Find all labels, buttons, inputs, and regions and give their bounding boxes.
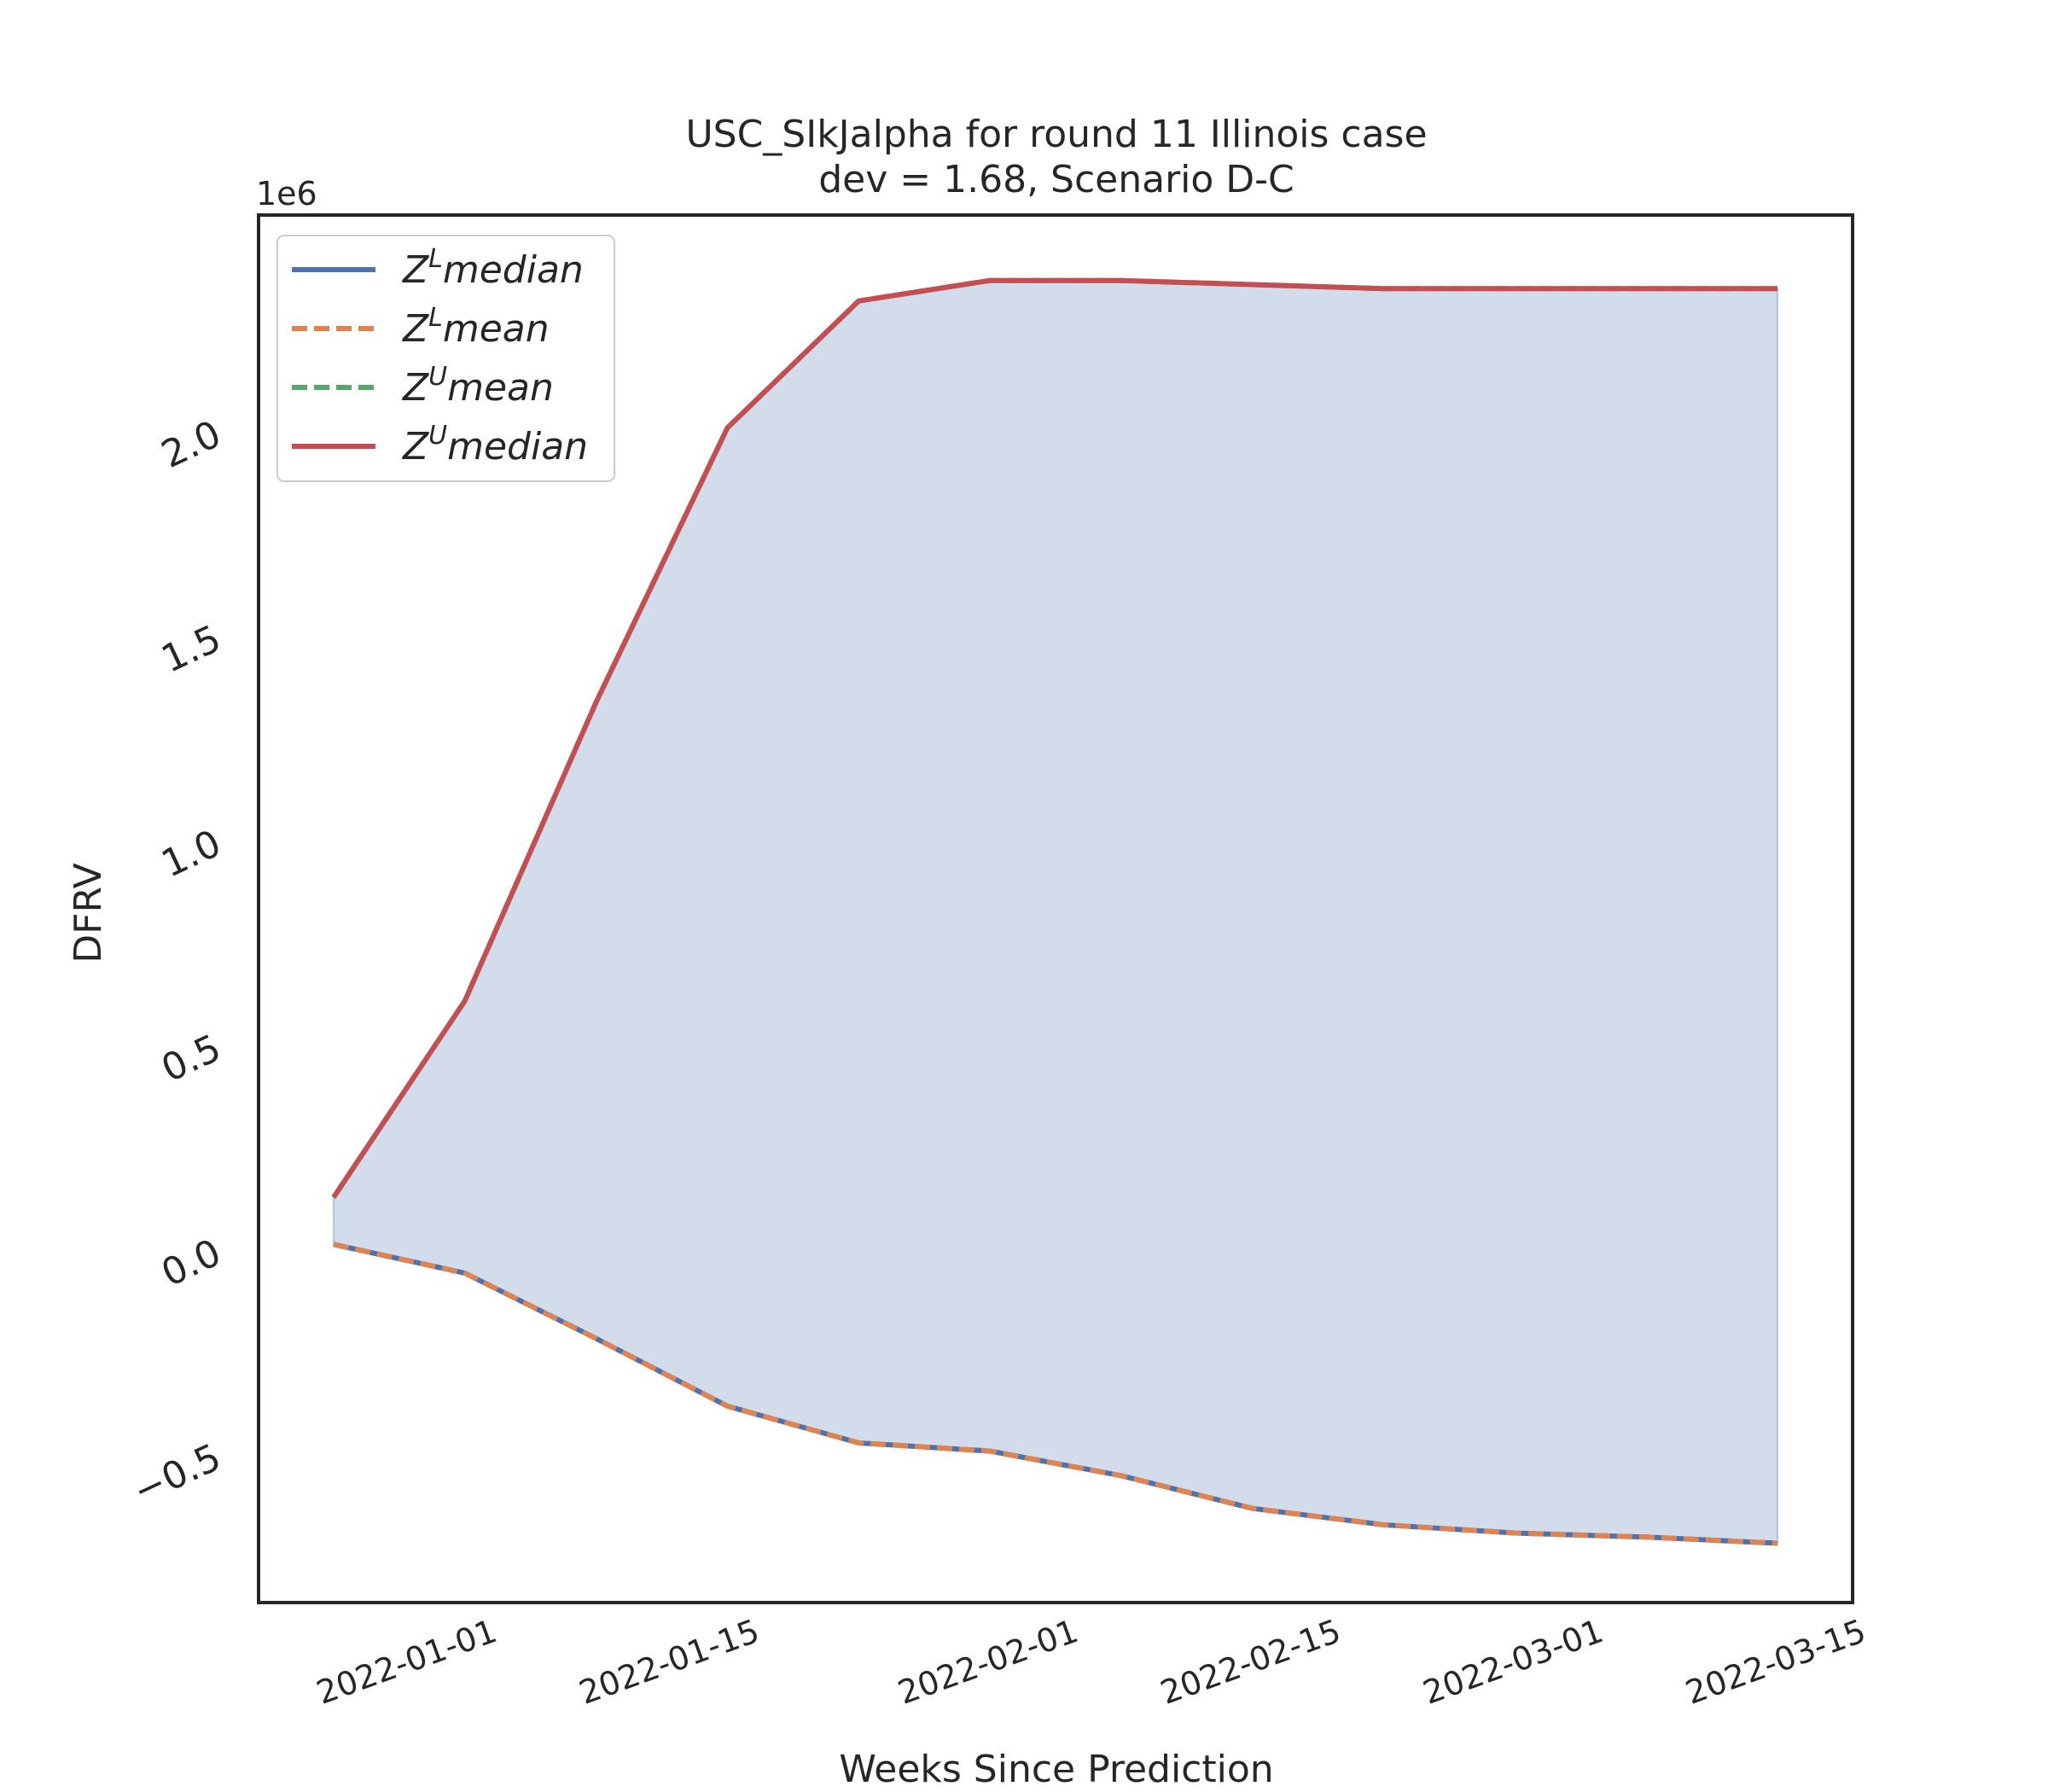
y-tick-label: 2.0 <box>155 412 228 477</box>
legend-label: ZUmean <box>402 362 554 410</box>
chart-title-line2: dev = 1.68, Scenario D-C <box>818 158 1295 201</box>
legend-label: ZUmedian <box>402 421 588 468</box>
y-tick-label: 1.0 <box>155 822 228 887</box>
y-tick-label: 0.0 <box>155 1231 228 1295</box>
legend: ZLmedian ZLmean ZUmean ZUmedian <box>276 235 615 482</box>
y-tick-label: 0.5 <box>155 1027 228 1091</box>
y-axis-label: DFRV <box>67 863 110 963</box>
y-tick-labels: −0.5 0.0 0.5 1.0 1.5 2.0 <box>126 412 227 1513</box>
x-tick-label: 2022-01-15 <box>574 1612 765 1712</box>
series-line-z-u-median <box>331 277 1778 1199</box>
y-tick-label: 1.5 <box>155 617 228 682</box>
axes-frame <box>257 213 1854 1604</box>
legend-box <box>276 235 615 482</box>
x-tick-label: 2022-03-01 <box>1418 1612 1609 1712</box>
x-tick-label: 2022-01-01 <box>311 1612 502 1712</box>
legend-label: ZLmean <box>402 303 550 351</box>
legend-label: ZLmedian <box>402 244 584 292</box>
series-line-z-l-mean <box>333 1242 1778 1546</box>
y-tick-label: −0.5 <box>126 1435 227 1513</box>
x-tick-label: 2022-02-15 <box>1155 1612 1346 1712</box>
x-axis-label: Weeks Since Prediction <box>839 1748 1273 1791</box>
x-tick-labels: 2022-01-01 2022-01-15 2022-02-01 2022-02-15… <box>311 1612 1871 1712</box>
chart-title-line1: USC_SIkJalpha for round 11 Illinois case <box>685 113 1427 156</box>
x-tick-label: 2022-02-01 <box>893 1612 1084 1712</box>
plot-area <box>331 277 1779 1546</box>
y-offset-label: 1e6 <box>256 175 317 212</box>
x-tick-label: 2022-03-15 <box>1681 1612 1871 1712</box>
